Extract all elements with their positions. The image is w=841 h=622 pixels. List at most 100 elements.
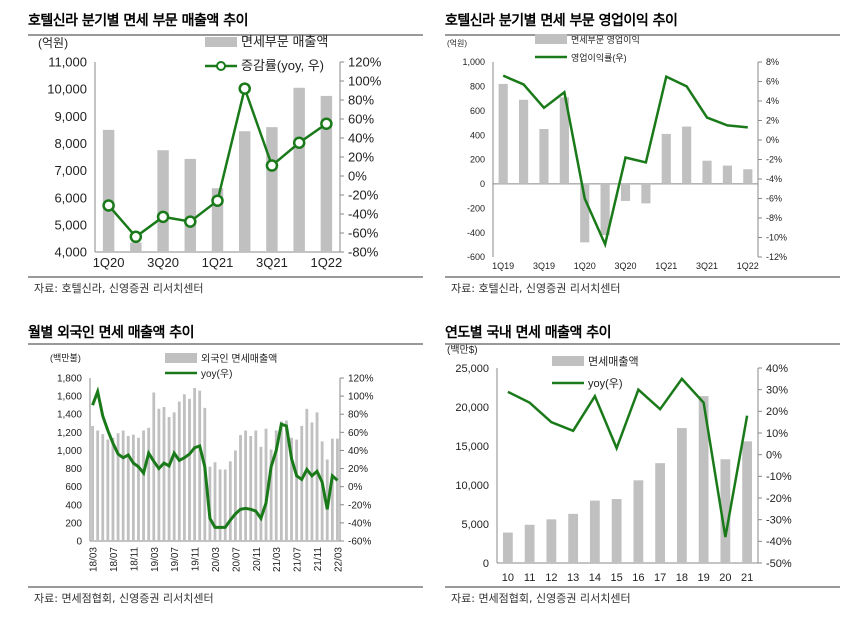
- yoy-point-3Q20: [156, 210, 170, 224]
- right-tick-label: -60%: [348, 537, 371, 548]
- bar-3Q21: [702, 160, 712, 184]
- bar-21/12: [320, 441, 324, 541]
- bar-3Q19: [539, 129, 549, 184]
- x-tick-label: 1Q22: [310, 255, 342, 270]
- left-tick-label: 800: [470, 82, 485, 92]
- right-tick-label: 120%: [348, 55, 382, 70]
- x-tick-label: 22/03: [333, 547, 344, 572]
- left-tick-label: 1,400: [57, 410, 82, 421]
- right-tick-label: -10%: [766, 471, 792, 483]
- source-note: 자료: 호텔신라, 신영증권 리서치센터: [451, 282, 621, 295]
- bar-1Q22: [743, 169, 753, 184]
- left-tick-label: 1,600: [57, 392, 82, 403]
- x-tick-label: 1Q21: [202, 255, 234, 270]
- bar-18: [676, 428, 687, 563]
- left-tick-label: 7,000: [54, 163, 87, 178]
- x-tick-label: 3Q20: [147, 255, 179, 270]
- yoy-line: [502, 74, 748, 249]
- legend-line-label: yoy(우): [588, 377, 623, 390]
- right-tick-label: -4%: [766, 174, 782, 184]
- x-tick-label: 19/03: [150, 547, 161, 572]
- bar-2Q21: [239, 131, 251, 252]
- bar-21/10: [310, 422, 314, 541]
- right-tick-label: 20%: [348, 150, 374, 165]
- x-tick-label: 19: [698, 572, 710, 584]
- left-tick-label: 10,000: [455, 480, 489, 492]
- bar-14: [589, 500, 600, 563]
- x-tick-label: 20: [719, 572, 731, 584]
- right-tick-label: -6%: [766, 194, 782, 204]
- left-tick-label: 5,000: [54, 217, 87, 232]
- bar-13: [568, 513, 579, 563]
- right-tick-label: -50%: [766, 558, 792, 570]
- bar-19/07: [172, 412, 176, 541]
- x-tick-label: 3Q20: [614, 261, 636, 271]
- right-tick-label: 20%: [766, 406, 788, 418]
- right-tick-label: 8%: [766, 57, 779, 67]
- x-tick-label: 18/03: [89, 547, 100, 572]
- chart-title: 월별 외국인 면세 매출액 추이: [28, 325, 195, 341]
- right-tick-label: 60%: [348, 112, 374, 127]
- bar-19/12: [198, 390, 202, 541]
- bar-1Q21: [211, 188, 224, 252]
- x-tick-label: 3Q19: [533, 261, 555, 271]
- bar-20/11: [254, 430, 258, 541]
- bar-1Q21: [661, 133, 671, 184]
- bar-21/09: [305, 408, 309, 541]
- right-tick-label: -8%: [766, 213, 782, 223]
- bar-1Q19: [498, 83, 508, 184]
- source-rule: [28, 586, 423, 588]
- left-tick-label: 10,000: [47, 82, 87, 97]
- left-axis-unit: (억원): [447, 38, 467, 48]
- bar-19/01: [142, 430, 145, 541]
- bar-3Q21: [266, 127, 278, 252]
- yoy-point-4Q20: [184, 215, 197, 228]
- right-tick-label: 20%: [348, 464, 368, 475]
- bar-2Q20: [600, 183, 610, 236]
- bar-2Q20: [130, 242, 142, 252]
- x-tick-label: 20/07: [231, 547, 242, 572]
- bar-4Q21: [293, 87, 305, 253]
- source-rule: [28, 276, 423, 278]
- legend-bar-swatch: [165, 353, 197, 363]
- yoy-line: [507, 376, 749, 538]
- x-tick-label: 1Q22: [737, 261, 759, 271]
- right-tick-label: -20%: [766, 493, 792, 505]
- right-tick-label: 0%: [348, 169, 367, 184]
- bar-4Q19: [559, 97, 569, 184]
- x-tick-label: 1Q19: [492, 261, 514, 271]
- right-tick-label: -2%: [766, 155, 782, 165]
- right-tick-label: 120%: [348, 374, 374, 385]
- bar-20/07: [234, 450, 237, 541]
- legend-line-label: yoy(우): [201, 368, 232, 380]
- x-tick-label: 21/03: [272, 547, 283, 572]
- right-tick-label: -80%: [348, 245, 379, 260]
- bar-4Q20: [641, 183, 651, 204]
- chart-title: 호텔신라 분기별 면세 부문 매출액 추이: [28, 13, 248, 29]
- bar-21/06: [290, 437, 293, 541]
- left-axis-unit: (억원): [38, 36, 68, 50]
- x-tick-label: 1Q21: [655, 261, 677, 271]
- bar-20/08: [239, 435, 242, 541]
- chart-title: 연도별 국내 면세 매출액 추이: [445, 325, 612, 341]
- yoy-point-3Q21: [265, 159, 279, 172]
- x-tick-label: 1Q20: [93, 255, 125, 270]
- right-tick-label: 100%: [348, 74, 382, 89]
- right-tick-label: -40%: [348, 518, 371, 529]
- x-tick-label: 3Q21: [696, 261, 718, 271]
- panel-quarterly-sales: 호텔신라 분기별 면세 부문 매출액 추이 자료: 호텔신라, 신영증권 리서치…: [28, 10, 428, 300]
- left-tick-label: 400: [470, 130, 485, 140]
- x-tick-label: 1Q20: [574, 261, 596, 271]
- left-tick-label: 0: [480, 179, 485, 189]
- bar-18/07: [111, 437, 115, 541]
- source-rule: [445, 586, 840, 588]
- x-tick-label: 17: [654, 572, 666, 584]
- bar-3Q20: [620, 183, 631, 201]
- legend-bar-label: 면세부문 매출액: [241, 34, 328, 49]
- bar-1Q20: [580, 183, 590, 243]
- bar-21/03: [274, 430, 278, 541]
- right-tick-label: 4%: [766, 96, 779, 106]
- right-tick-label: 0%: [348, 482, 363, 493]
- bar-22/03: [336, 438, 339, 541]
